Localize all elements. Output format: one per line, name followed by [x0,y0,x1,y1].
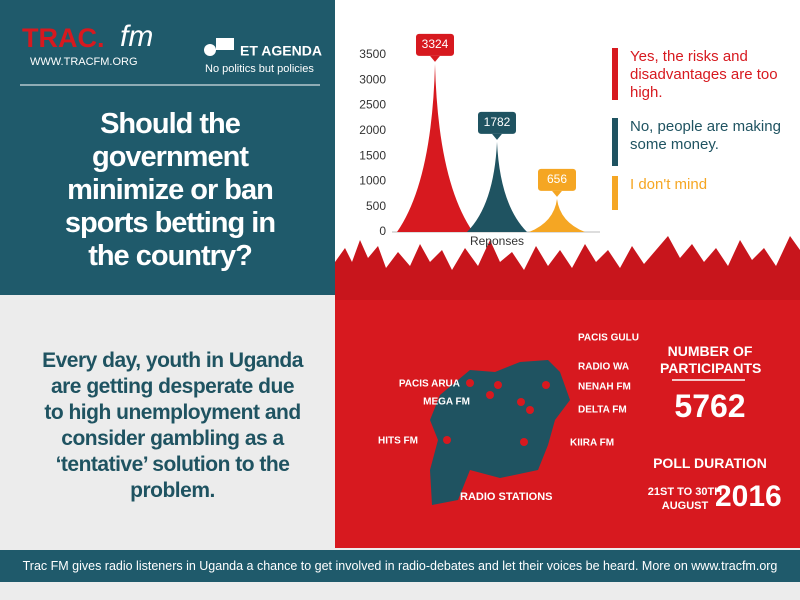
value-label-box [538,168,576,191]
tagline: No politics but policies [205,63,314,75]
legend-label: Yes, the risks and disadvantages are too… [630,48,778,101]
legend-swatch [612,176,618,210]
map-pins [443,379,550,446]
value-label: 656 [547,172,567,186]
poll-dates: 21ST TO 30TH AUGUST [647,486,723,512]
question-panel [0,0,335,295]
url: WWW.TRACFM.ORG [30,56,138,68]
value-label: 3324 [422,37,449,51]
participants-value: 5762 [674,388,746,424]
footer-bar [0,550,800,582]
y-tick-label: 1000 [359,174,386,188]
station-label: KIIRA FM [570,438,614,449]
chart-panel [335,0,800,300]
x-axis-label: Reponses [470,234,524,248]
uganda-map [430,360,570,505]
legend-swatch [612,48,618,100]
bar [467,141,527,232]
legend-label: I don't mind [630,176,708,193]
stations-panel [335,300,800,548]
y-tick-label: 3000 [359,72,386,86]
value-label-pointer [492,133,502,140]
value-label-box [416,33,454,56]
station-label: NENAH FM [578,382,631,393]
value-label-pointer [552,190,562,197]
y-tick-label: 3500 [359,47,386,61]
bar [529,198,585,232]
value-label: 1782 [484,115,511,129]
y-tick-label: 0 [379,224,386,238]
station-label: RADIO WA [578,362,629,373]
participants-label: NUMBER OF PARTICIPANTS [660,343,762,376]
logo-fm: fm [120,20,153,53]
y-tick-label: 500 [366,199,386,213]
y-tick-label: 2000 [359,123,386,137]
y-tick-label: 2500 [359,98,386,112]
station-label: MEGA FM [423,397,470,408]
question: Should the government minimize or ban sp… [64,108,276,272]
stations-title: RADIO STATIONS [460,491,552,503]
y-tick-label: 1500 [359,148,386,162]
bar [397,63,473,232]
station-label: DELTA FM [578,405,627,416]
poll-label: POLL DURATION [653,455,767,471]
partner: ET AGENDA [240,43,322,59]
legend-label: No, people are making some money. [630,118,781,153]
intro: Every day, youth in Uganda are getting d… [42,349,303,502]
station-label: PACIS GULU [578,333,639,344]
partner-icon [204,38,234,56]
legend-swatch [612,118,618,166]
footer: Trac FM gives radio listeners in Uganda … [22,559,778,573]
value-label-box [478,111,516,134]
station-label: HITS FM [378,436,418,447]
value-label-pointer [430,55,440,62]
poll-year: 2016 [715,480,782,513]
logo: TRAC. [22,23,105,53]
station-label: PACIS ARUA [399,379,460,390]
